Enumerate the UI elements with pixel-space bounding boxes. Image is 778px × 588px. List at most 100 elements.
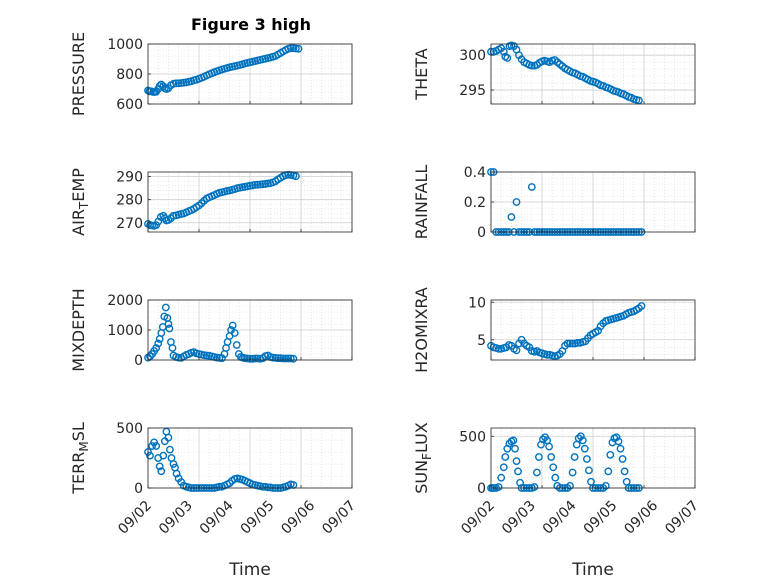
- data-point: [516, 478, 524, 487]
- data-point: [512, 346, 521, 355]
- data-point: [286, 44, 295, 53]
- data-point: [527, 61, 536, 70]
- data-point: [263, 483, 272, 492]
- series-points: [487, 302, 646, 361]
- data-point: [146, 451, 154, 460]
- y-tick-label: 10: [468, 295, 486, 311]
- data-point: [157, 467, 166, 476]
- data-point: [279, 354, 287, 363]
- data-point: [585, 466, 593, 475]
- panel-6: 5 10 H2OMIXRA: [412, 287, 696, 373]
- x-tick-label: 09/03: [499, 498, 539, 538]
- data-point: [251, 180, 260, 189]
- x-tick-label: 09/03: [156, 498, 196, 538]
- data-point: [161, 303, 170, 312]
- y-axis-label: THETA: [412, 48, 431, 100]
- data-point: [604, 467, 613, 476]
- data-point: [289, 354, 298, 363]
- panel-7: 0 500 09/02 09/03 09/04 09/05 09/06 09/07 Time TE…: [69, 421, 359, 580]
- x-tick-label: 09/02: [115, 498, 155, 538]
- data-point: [551, 473, 560, 482]
- figure-title: Figure 3 high: [191, 15, 311, 34]
- y-axis-label: H2OMIXRA: [412, 287, 431, 373]
- data-point: [494, 483, 503, 491]
- data-point: [168, 344, 177, 352]
- data-point: [228, 321, 237, 330]
- data-point: [512, 198, 521, 206]
- data-point: [512, 457, 521, 465]
- data-point: [159, 451, 168, 460]
- data-point: [169, 460, 178, 468]
- data-point: [258, 180, 267, 189]
- x-tick-label: 09/05: [238, 498, 278, 538]
- data-point: [612, 433, 621, 442]
- data-point: [499, 47, 508, 56]
- data-point: [583, 455, 591, 463]
- data-point: [172, 79, 181, 88]
- data-point: [154, 339, 163, 348]
- y-tick-label: 300: [459, 48, 486, 64]
- data-point: [494, 344, 503, 353]
- data-point: [606, 450, 615, 459]
- data-point: [291, 172, 300, 181]
- data-point: [155, 462, 164, 471]
- data-point: [501, 453, 510, 461]
- series-points: [487, 41, 643, 105]
- y-tick-label: 1000: [107, 323, 143, 339]
- y-tick-label: 0: [477, 481, 486, 497]
- x-tick-label: 09/07: [662, 498, 702, 538]
- y-tick-label: 0.4: [464, 165, 486, 181]
- data-point: [566, 481, 574, 490]
- data-point: [580, 444, 589, 453]
- data-point: [165, 324, 174, 333]
- x-axis-label: Time: [228, 560, 271, 580]
- data-point: [563, 339, 572, 348]
- data-point: [152, 442, 161, 450]
- data-point: [215, 482, 224, 491]
- data-point: [568, 468, 577, 477]
- data-point: [530, 483, 539, 491]
- data-point: [246, 354, 254, 363]
- y-axis-label: SUNFLUX: [412, 422, 434, 494]
- data-point: [164, 320, 173, 328]
- data-point: [620, 467, 629, 476]
- y-tick-label: 0.2: [464, 195, 486, 211]
- series-points: [144, 303, 298, 363]
- data-point: [509, 436, 518, 445]
- x-tick-label: 09/02: [458, 498, 498, 538]
- panel-4: 0 0.2 0.4 RAINFALL: [412, 165, 696, 241]
- x-tick-label: 09/04: [540, 498, 580, 538]
- y-tick-label: 0: [134, 481, 143, 497]
- data-point: [601, 481, 610, 490]
- x-axis-label: Time: [571, 560, 614, 580]
- panel-8: 0 500 09/02 09/03 09/04 09/05 09/06 09/07 Time SU…: [412, 422, 702, 580]
- data-point: [616, 444, 625, 453]
- x-tick-label: 09/06: [621, 498, 661, 538]
- x-tick-label: 09/06: [278, 498, 318, 538]
- x-tick-label: 09/07: [319, 498, 359, 538]
- data-point: [614, 437, 623, 446]
- y-tick-label: 500: [116, 421, 143, 437]
- data-point: [576, 432, 585, 441]
- panel-3: 270 280 290 AIRTEMP: [69, 168, 353, 236]
- data-point: [284, 354, 293, 363]
- y-tick-label: 500: [459, 429, 486, 445]
- data-point: [533, 468, 541, 477]
- data-point: [251, 354, 260, 363]
- series-points: [144, 427, 298, 492]
- data-point: [618, 455, 627, 463]
- y-tick-label: 270: [116, 216, 143, 232]
- data-point: [573, 338, 582, 347]
- y-tick-label: 800: [116, 67, 143, 83]
- series-points: [144, 44, 303, 96]
- data-point: [281, 354, 290, 363]
- series-points: [487, 432, 643, 492]
- panel-2: 295 300 THETA: [412, 41, 696, 105]
- data-point: [258, 482, 267, 491]
- y-tick-label: 295: [459, 83, 486, 99]
- data-point: [568, 339, 577, 348]
- data-point: [574, 434, 583, 443]
- data-point: [514, 467, 522, 476]
- data-point: [172, 469, 181, 478]
- x-tick-label: 09/04: [197, 498, 237, 538]
